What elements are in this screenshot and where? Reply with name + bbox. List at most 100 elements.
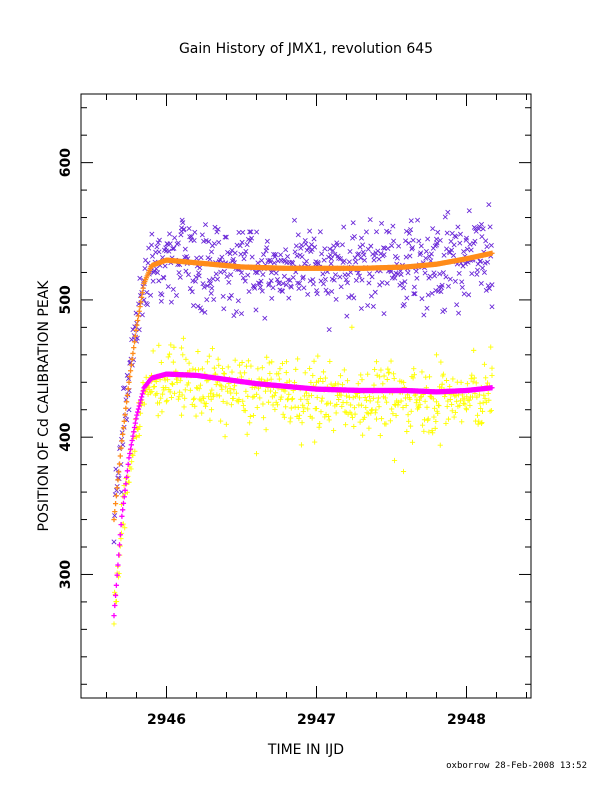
curve-point <box>119 438 125 444</box>
data-point-plus <box>217 382 223 388</box>
data-point-x <box>271 251 277 257</box>
data-point-x <box>300 274 306 280</box>
data-point-plus <box>238 374 245 380</box>
data-point-plus <box>137 410 144 416</box>
curve-point <box>129 437 135 444</box>
curve-point <box>125 386 131 392</box>
data-point-x <box>425 236 431 242</box>
data-point-x <box>290 274 296 281</box>
data-point-x <box>391 238 397 244</box>
data-point-x <box>353 259 359 265</box>
data-point-x <box>224 273 230 279</box>
data-point-x <box>130 327 136 333</box>
curve-point <box>130 433 136 439</box>
data-point-x <box>257 280 263 286</box>
data-point-plus <box>128 466 134 472</box>
curve-point <box>135 409 141 415</box>
curve-point <box>116 461 123 467</box>
data-point <box>463 235 470 241</box>
data-point-x <box>307 228 313 234</box>
data-point-plus <box>474 412 481 418</box>
data-point-plus <box>404 428 410 435</box>
data-point-x <box>283 282 289 288</box>
data-point-plus <box>224 400 230 406</box>
data-point-plus <box>373 407 379 413</box>
data-point-plus <box>175 396 181 402</box>
data-point-x <box>295 232 301 238</box>
data-point-plus <box>333 410 339 416</box>
data-point-plus <box>236 396 242 403</box>
curve-point <box>122 412 128 418</box>
data-point-x <box>424 305 430 311</box>
data-point-plus <box>376 404 382 410</box>
data-point-plus <box>237 370 243 376</box>
data-point-plus <box>267 388 274 394</box>
data-point-plus <box>429 427 435 434</box>
data-point-x <box>242 251 248 257</box>
data-point-plus <box>165 377 171 383</box>
x-tick-label: 2948 <box>447 712 486 728</box>
data-point-plus <box>431 405 438 411</box>
data-point-plus <box>267 370 273 377</box>
data-point-plus <box>437 442 443 448</box>
data-point-x <box>248 229 254 235</box>
data-point-plus <box>349 414 356 421</box>
data-point-x <box>359 277 365 283</box>
x-axis-label: TIME IN IJD <box>267 742 344 758</box>
data-point-x <box>442 307 448 313</box>
data-point-plus <box>113 598 120 605</box>
data-point-plus <box>206 394 212 400</box>
data-point-x <box>189 234 195 240</box>
curve-point <box>135 406 142 412</box>
data-point-x <box>204 297 210 303</box>
curve-point <box>124 474 130 480</box>
curve-point <box>131 345 137 351</box>
data-point-x <box>193 274 199 280</box>
curve-point <box>139 290 146 296</box>
data-point <box>253 451 260 457</box>
data-point-plus <box>489 365 495 371</box>
data-point-plus <box>209 387 215 393</box>
data-point-plus <box>168 394 175 401</box>
data-point-plus <box>457 402 463 409</box>
data-point-plus <box>231 387 237 393</box>
data-point-plus <box>308 392 315 399</box>
curve-point <box>133 327 139 333</box>
data-point-plus <box>346 394 352 400</box>
data-point-x <box>373 229 380 235</box>
data-point-x <box>485 259 491 265</box>
data-point-plus <box>250 412 257 419</box>
data-point-x <box>322 246 328 252</box>
data-point <box>283 359 290 365</box>
data-point-plus <box>378 367 384 373</box>
data-point-x <box>112 513 118 519</box>
data-point-plus <box>301 393 308 399</box>
data-point-x <box>166 248 172 254</box>
data-point-plus <box>272 390 279 396</box>
data-point-x <box>445 283 451 289</box>
data-point-x <box>304 247 310 253</box>
data-point-x <box>370 303 376 309</box>
data-point-x <box>310 277 316 283</box>
data-point-plus <box>274 402 281 408</box>
data-point-plus <box>228 402 234 408</box>
curve-point <box>135 313 142 319</box>
data-point-plus <box>356 395 363 401</box>
data-point-plus <box>296 412 303 418</box>
data-point-plus <box>408 408 414 414</box>
data-point-x <box>360 242 366 248</box>
data-point-plus <box>219 365 226 372</box>
data-point-plus <box>262 388 269 394</box>
data-point-x <box>441 252 447 258</box>
data-point-x <box>264 245 270 251</box>
data-point-plus <box>254 404 260 411</box>
x-tick-label: 2947 <box>297 712 336 728</box>
data-point-plus <box>362 394 368 401</box>
curve-point <box>126 455 132 461</box>
data-point-plus <box>245 393 251 399</box>
data-point-x <box>486 285 492 292</box>
data-point-x <box>439 282 445 288</box>
data-point-plus <box>467 402 473 409</box>
data-point-x <box>372 289 378 295</box>
curve-point <box>120 507 126 513</box>
